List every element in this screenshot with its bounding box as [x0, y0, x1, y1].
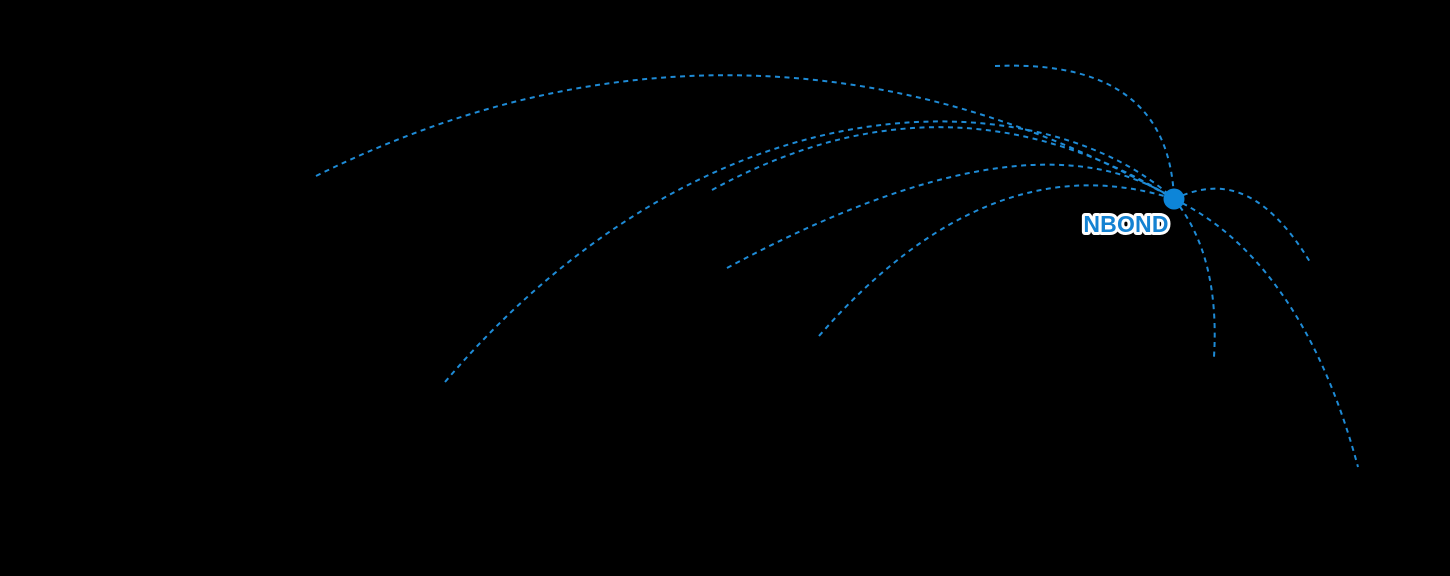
- node-label: NBOND: [1083, 211, 1168, 237]
- route-mid-left: [726, 163, 1175, 269]
- network-node[interactable]: [1163, 188, 1185, 210]
- edges-group: [315, 64, 1359, 468]
- route-lower-left: [444, 120, 1175, 383]
- route-top: [994, 64, 1175, 200]
- route-right-hook: [1173, 187, 1311, 263]
- route-below: [1173, 198, 1216, 358]
- route-mid-left-high: [711, 126, 1175, 200]
- route-mid-left-low: [818, 184, 1175, 337]
- route-bottom-right: [1173, 198, 1359, 468]
- route-far-left: [315, 74, 1175, 200]
